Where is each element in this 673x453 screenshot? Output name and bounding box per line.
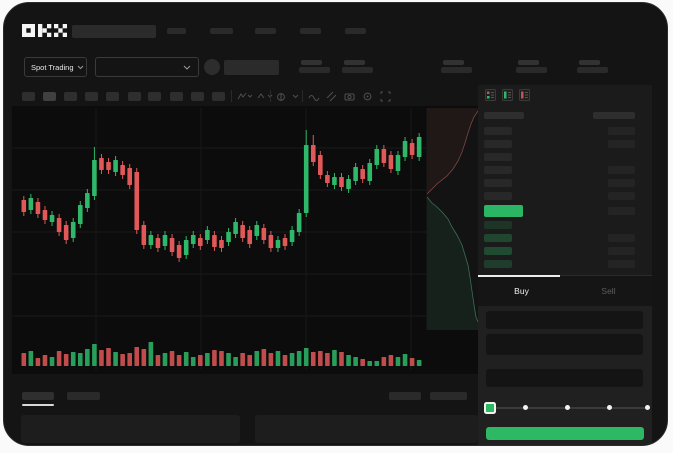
total-input-skeleton[interactable]	[486, 369, 643, 387]
slider-stop[interactable]	[607, 405, 612, 410]
orderbook-col-header	[593, 112, 635, 119]
ruler-tool-icon[interactable]	[326, 91, 337, 102]
okx-logo	[22, 24, 67, 37]
orderbook-view-both-icon[interactable]	[485, 89, 496, 101]
orderbook-view-bids-icon[interactable]	[502, 89, 513, 101]
buy-sell-tabs: Buy Sell	[478, 275, 652, 306]
timeframe-button[interactable]	[106, 92, 119, 101]
price-input-skeleton[interactable]	[486, 311, 643, 329]
chevron-down-icon[interactable]	[292, 94, 299, 99]
amount-input-skeleton[interactable]	[486, 334, 643, 355]
candle-style-icon[interactable]	[237, 92, 253, 101]
nav-item[interactable]	[255, 28, 276, 34]
slider-stop[interactable]	[523, 405, 528, 410]
slider-handle[interactable]	[484, 402, 496, 414]
bottom-action-skeleton[interactable]	[389, 392, 421, 400]
fullscreen-icon[interactable]	[380, 91, 391, 102]
timeframe-button-selected[interactable]	[43, 92, 56, 101]
timeframe-button[interactable]	[191, 92, 204, 101]
trendline-tool-icon[interactable]	[308, 93, 320, 101]
nav-item[interactable]	[345, 28, 366, 34]
token-avatar	[204, 59, 220, 75]
timeframe-button[interactable]	[128, 92, 141, 101]
timeframe-button[interactable]	[212, 92, 225, 101]
nav-item[interactable]	[210, 28, 233, 34]
market-type-label: Spot Trading	[31, 62, 74, 72]
chevron-down-icon	[183, 65, 191, 70]
timeframe-button[interactable]	[22, 92, 35, 101]
timeframe-button[interactable]	[85, 92, 98, 101]
chart-settings-icon[interactable]	[362, 91, 373, 102]
order-book-panel: Buy Sell	[478, 85, 652, 445]
chevron-down-icon	[77, 65, 83, 69]
bottom-tab-underline	[22, 404, 54, 406]
orderbook-col-header	[484, 112, 524, 119]
bottom-tab[interactable]	[67, 392, 100, 400]
nav-item[interactable]	[167, 28, 186, 34]
slider-stop[interactable]	[645, 405, 650, 410]
indicators-icon[interactable]	[276, 92, 287, 102]
timeframe-button[interactable]	[148, 92, 161, 101]
orderbook-view-asks-icon[interactable]	[519, 89, 530, 101]
tab-buy[interactable]: Buy	[514, 285, 529, 296]
candlestick-chart	[12, 106, 478, 374]
market-type-select[interactable]: Spot Trading	[24, 57, 87, 77]
bottom-tab-active[interactable]	[22, 392, 54, 400]
last-price-highlight[interactable]	[484, 205, 523, 217]
bottom-action-skeleton[interactable]	[430, 392, 467, 400]
pair-select[interactable]	[95, 57, 199, 77]
buy-submit-button[interactable]	[486, 427, 644, 440]
active-tab-indicator	[478, 275, 560, 277]
history-panel-skeleton	[255, 415, 478, 443]
timeframe-button[interactable]	[170, 92, 183, 101]
tab-sell[interactable]: Sell	[601, 285, 616, 296]
pair-name-skeleton	[224, 60, 279, 75]
app-window: Spot Trading	[3, 2, 668, 446]
slider-stop[interactable]	[565, 405, 570, 410]
header-search-skeleton[interactable]	[72, 25, 156, 38]
snapshot-camera-icon[interactable]	[344, 91, 355, 102]
timeframe-button[interactable]	[64, 92, 77, 101]
orders-panel-skeleton	[21, 415, 240, 443]
nav-item[interactable]	[300, 28, 321, 34]
